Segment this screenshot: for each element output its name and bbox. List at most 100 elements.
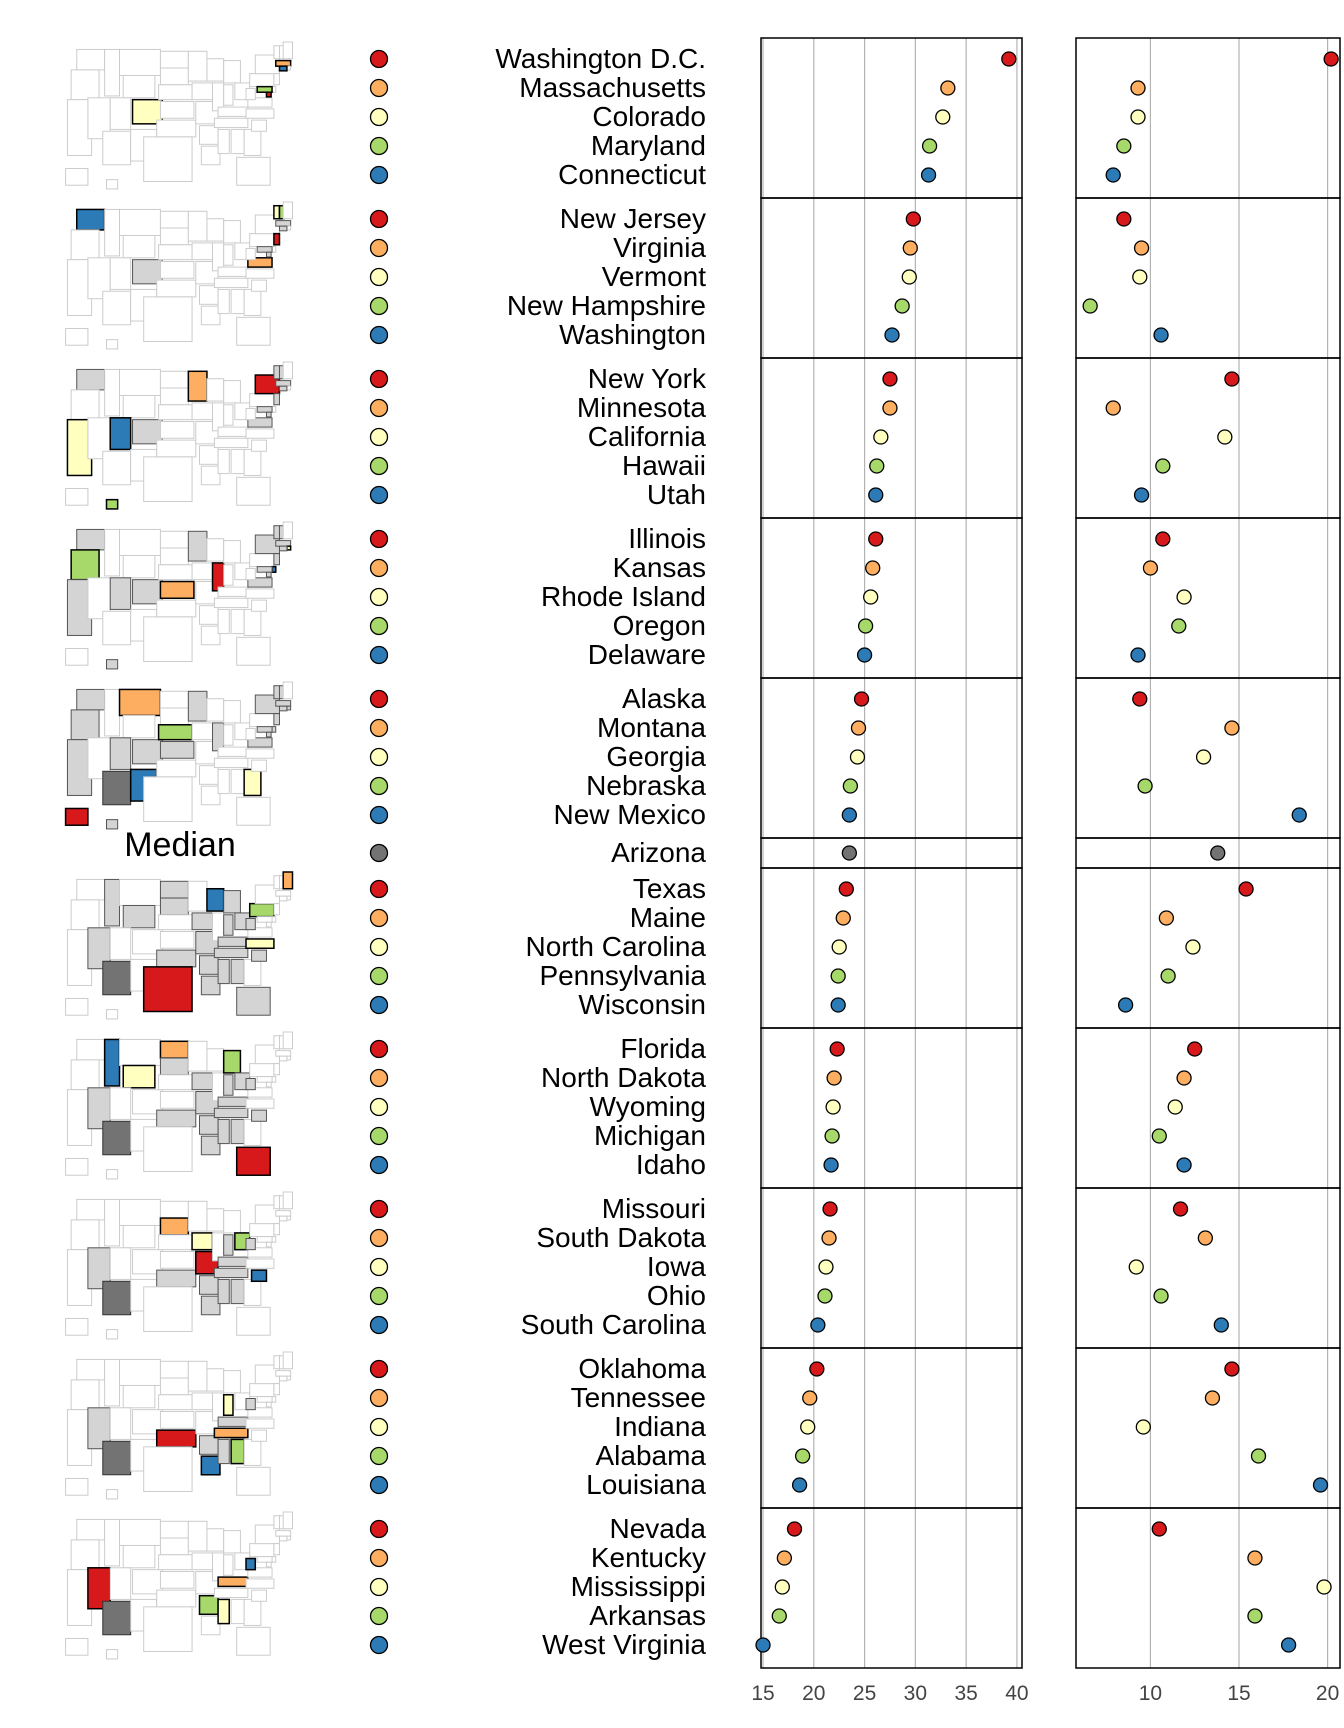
map-state-mississippi [217,958,230,985]
map-state-south-dakota [159,1057,189,1076]
state-label: Oregon [613,610,706,641]
map-state-delaware [271,726,277,733]
map-state-alabama [230,128,245,155]
map-state-massachusetts [275,890,292,897]
map-state-south-dakota [159,1537,189,1556]
map-state-kentucky [217,586,249,597]
map-state-wyoming [122,234,156,259]
map-state-alabama [230,1598,245,1625]
panel2-dot-tennessee [1204,1390,1221,1406]
panel1-dot-hawaii [869,458,885,474]
legend-dot [369,587,389,607]
panel1-tick-label: 40 [1005,1682,1028,1705]
map-state-iowa [191,1392,214,1411]
map-state-connecticut [278,1535,288,1542]
panel2-dot-vermont [1132,269,1148,285]
panel2-dot-missouri [1172,1201,1189,1217]
state-label: Alaska [622,683,706,714]
panel2-dot-iowa [1128,1259,1144,1275]
map-state-michigan [223,1530,241,1554]
map-state-massachusetts [275,220,292,227]
map-state-maine [282,361,294,380]
map-state-hawaii [106,1329,119,1340]
panel1-dot-south-carolina [810,1317,826,1333]
map-state-pennsylvania [249,553,275,568]
map-state-montana [119,208,161,236]
map-state-north-dakota [159,50,189,69]
panel2-dot-california [1217,429,1233,445]
map-state-delaware [271,916,277,923]
map-state-rhode-island [286,705,292,711]
panel1-dot-missouri [822,1201,838,1217]
map-state-maine [282,1511,294,1530]
state-label: Washington D.C. [495,43,706,74]
panel2-dot-washington [1153,327,1169,343]
map-state-south-carolina [251,279,267,292]
panel2-dot-michigan [1151,1128,1167,1144]
map-state-florida [236,316,271,346]
map-state-alaska [64,807,89,826]
micromap-group-10 [65,1351,294,1500]
map-state-maryland [256,726,273,733]
map-state-indiana [223,724,234,746]
map-state-west-virginia [245,568,256,581]
map-state-nebraska [158,244,193,261]
legend-dot [369,718,389,738]
map-state-indiana [223,1074,234,1096]
map-state-north-dakota [159,1520,189,1539]
map-state-arizona [102,1440,132,1476]
state-label: Virginia [613,232,706,263]
map-state-new-jersey [273,713,280,726]
panel1-dot-washington [884,327,900,343]
map-state-delaware [271,1556,277,1563]
panel1-dot-alabama [794,1448,811,1464]
legend-dot [369,937,389,957]
legend-dot [369,485,389,505]
legend-dot [369,1446,389,1466]
map-state-pennsylvania [249,1543,275,1558]
panel2-dot-connecticut [1105,167,1121,183]
map-state-alabama [230,608,245,635]
map-state-texas [143,776,193,822]
map-state-pennsylvania [249,393,275,408]
legend-dot [369,1519,389,1539]
map-state-georgia [243,288,262,316]
map-state-massachusetts [275,380,292,387]
panel2-tick-label: 10 [1139,1682,1162,1705]
map-state-new-jersey [273,232,281,246]
micromap-group-4 [65,521,294,670]
legend-dot [369,689,389,709]
panel2-dot-new-jersey [1116,211,1132,227]
panel1-dot-idaho [823,1157,839,1173]
map-state-south-dakota [159,1217,190,1236]
map-state-wisconsin [206,1528,225,1552]
state-label: New Hampshire [507,290,706,321]
map-state-oklahoma [156,1109,197,1128]
map-state-arizona [102,450,132,486]
map-state-north-dakota [159,370,189,389]
state-label: Iowa [647,1251,707,1282]
map-state-rhode-island [286,225,292,231]
map-state-texas [142,966,193,1013]
map-state-south-dakota [159,897,189,916]
state-label: Illinois [628,523,706,554]
map-state-idaho [104,1198,121,1247]
map-state-virginia [247,417,273,428]
map-state-connecticut [278,225,288,232]
panel1-dot-montana [850,720,867,736]
panel1-dot-vermont [901,269,917,285]
map-state-washington [76,878,106,901]
map-state-virginia [247,257,273,268]
map-state-alabama [230,958,245,985]
map-state-vermont [273,685,280,700]
panel2-dot-maryland [1116,138,1132,154]
panel1-dot-kentucky [776,1550,793,1566]
map-state-louisiana [200,1295,221,1316]
map-state-arizona [102,290,132,326]
map-state-south-dakota [159,227,189,246]
map-state-south-dakota [159,547,189,566]
map-state-wyoming [122,1384,156,1409]
map-state-maryland [256,1236,273,1243]
state-label: Nevada [609,1513,706,1544]
map-state-arkansas [199,765,219,785]
